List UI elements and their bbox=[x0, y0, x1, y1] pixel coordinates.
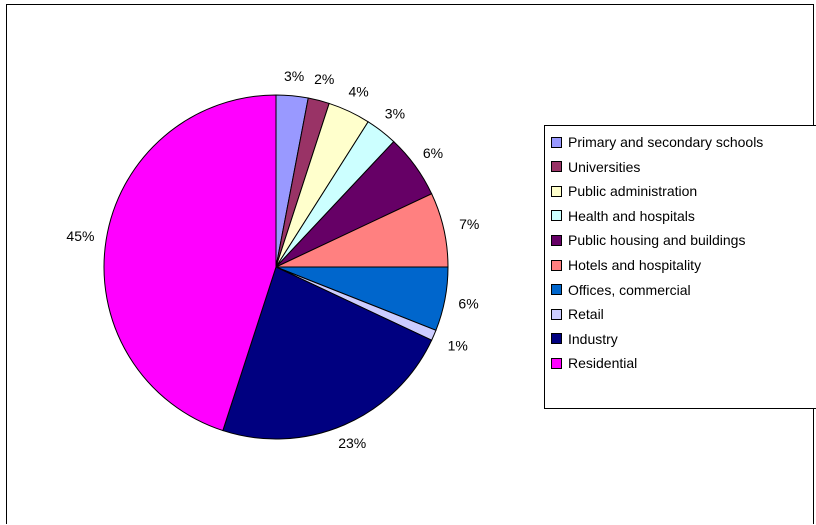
slice-label-4: 6% bbox=[423, 145, 443, 161]
legend-swatch bbox=[551, 308, 562, 320]
legend-label: Offices, commercial bbox=[568, 281, 691, 298]
legend-swatch bbox=[551, 136, 562, 148]
legend-label: Health and hospitals bbox=[568, 207, 695, 224]
legend-item: Industry bbox=[551, 327, 618, 351]
pie-chart: 3% 2% 4% 3% 6% 7% 6% 1% 23% 45% bbox=[66, 68, 479, 451]
legend-swatch bbox=[551, 284, 562, 296]
legend-label: Universities bbox=[568, 158, 641, 175]
legend-swatch bbox=[551, 161, 562, 173]
legend-item: Public administration bbox=[551, 179, 697, 203]
legend-label: Public housing and buildings bbox=[568, 232, 746, 249]
legend-swatch bbox=[551, 357, 562, 369]
slice-label-2: 4% bbox=[348, 83, 368, 99]
legend-item: Retail bbox=[551, 302, 604, 326]
slice-label-5: 7% bbox=[459, 216, 479, 232]
slice-label-8: 23% bbox=[338, 435, 366, 451]
pie-slice-9 bbox=[103, 94, 277, 432]
legend-swatch bbox=[551, 234, 562, 246]
slice-label-7: 1% bbox=[448, 338, 468, 354]
legend-label: Industry bbox=[568, 330, 618, 347]
legend-label: Hotels and hospitality bbox=[568, 257, 702, 273]
slice-label-3: 3% bbox=[385, 106, 405, 122]
legend-swatch bbox=[551, 259, 562, 271]
legend-item: Universities bbox=[551, 155, 640, 179]
legend-item: Primary and secondary schools bbox=[551, 130, 763, 154]
legend-swatch bbox=[551, 185, 562, 197]
legend-item: Offices, commercial bbox=[551, 278, 691, 302]
pie-slice-8 bbox=[222, 266, 433, 440]
legend-swatch bbox=[551, 210, 562, 222]
legend-label: Primary and secondary schools bbox=[568, 134, 764, 150]
legend-item: Hotels and hospitality bbox=[551, 253, 701, 277]
legend-item: Public housing and buildings bbox=[551, 228, 745, 252]
slice-label-1: 2% bbox=[314, 71, 334, 87]
legend-label: Residential bbox=[568, 355, 638, 372]
slice-label-9: 45% bbox=[66, 228, 94, 244]
legend-label: Retail bbox=[568, 306, 604, 323]
legend: Primary and secondary schools Universitie… bbox=[544, 125, 816, 409]
legend-item: Residential bbox=[551, 351, 637, 375]
legend-label: Public administration bbox=[568, 183, 698, 200]
slice-label-0: 3% bbox=[284, 68, 304, 84]
legend-item: Health and hospitals bbox=[551, 204, 695, 228]
chart-area: 3% 2% 4% 3% 6% 7% 6% 1% 23% 45% Primary and secon… bbox=[6, 4, 816, 524]
legend-swatch bbox=[551, 333, 562, 345]
slice-label-6: 6% bbox=[458, 296, 478, 312]
